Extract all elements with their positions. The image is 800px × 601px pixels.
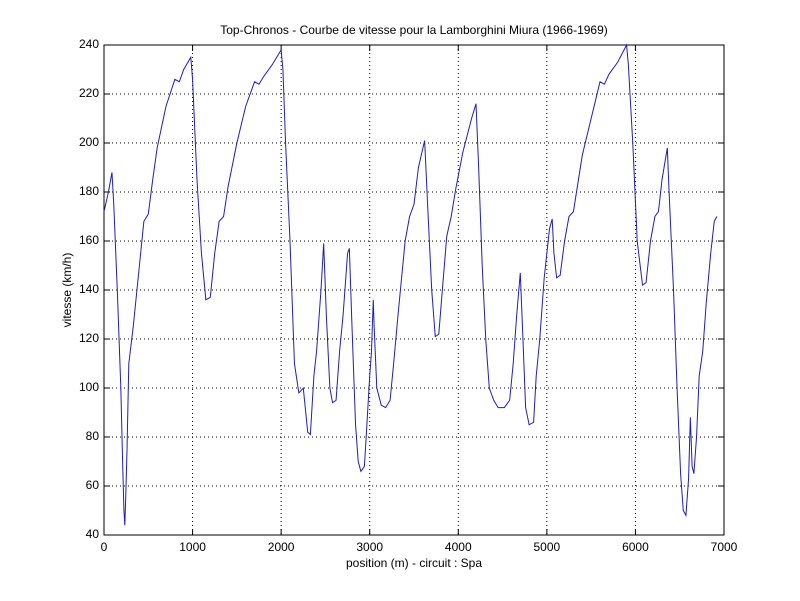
y-tick-label: 120: [79, 331, 99, 345]
y-tick-label: 60: [86, 478, 100, 492]
x-tick-label: 2000: [268, 540, 295, 554]
x-tick-label: 3000: [356, 540, 383, 554]
x-tick-label: 7000: [711, 540, 738, 554]
y-tick-label: 140: [79, 282, 99, 296]
y-tick-label: 40: [86, 527, 100, 541]
y-tick-label: 220: [79, 86, 99, 100]
x-axis-label: position (m) - circuit : Spa: [346, 556, 482, 570]
x-tick-label: 6000: [622, 540, 649, 554]
y-tick-label: 100: [79, 380, 99, 394]
y-tick-label: 180: [79, 184, 99, 198]
chart-title: Top-Chronos - Courbe de vitesse pour la …: [220, 23, 608, 37]
x-tick-label: 5000: [534, 540, 561, 554]
y-axis-label: vitesse (km/h): [60, 253, 74, 328]
speed-line: [103, 43, 718, 526]
y-tick-label: 160: [79, 233, 99, 247]
axes-box: [103, 44, 725, 536]
y-tick-label: 200: [79, 135, 99, 149]
y-tick-label: 240: [79, 37, 99, 51]
x-tick-label: 1000: [179, 540, 206, 554]
x-tick-label: 4000: [445, 540, 472, 554]
y-tick-label: 80: [86, 429, 100, 443]
x-tick-label: 0: [101, 540, 108, 554]
